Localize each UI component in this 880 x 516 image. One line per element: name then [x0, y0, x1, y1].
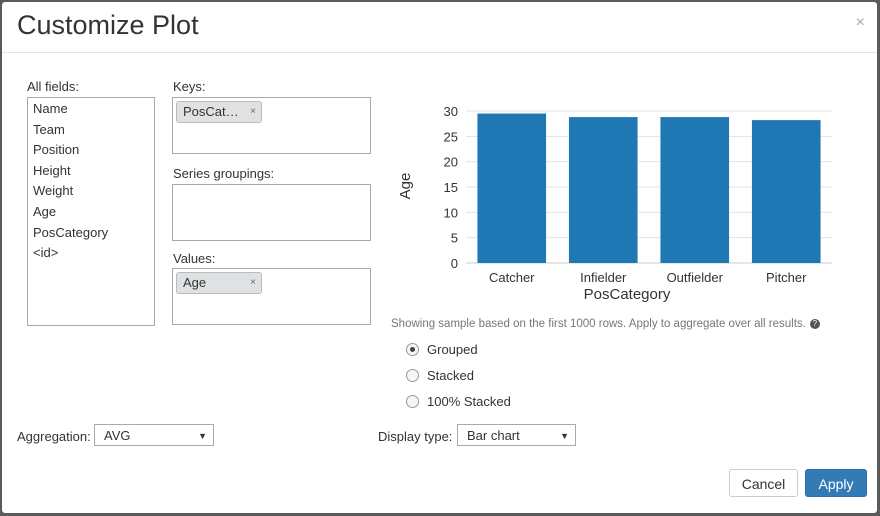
all-fields-list[interactable]: Name Team Position Height Weight Age Pos…	[27, 97, 155, 326]
dialog-title: Customize Plot	[17, 10, 199, 40]
y-tick-label: 30	[444, 104, 458, 119]
sample-note: Showing sample based on the first 1000 r…	[391, 318, 820, 330]
aggregation-select[interactable]: AVG ▼	[94, 424, 214, 446]
field-item-position[interactable]: Position	[33, 142, 80, 158]
aggregation-value: AVG	[104, 428, 131, 443]
help-icon[interactable]: ?	[809, 318, 820, 329]
display-type-value: Bar chart	[467, 428, 520, 443]
y-tick-label: 0	[451, 256, 458, 271]
dropdown-arrow-icon: ▼	[198, 431, 207, 441]
remove-icon[interactable]: ×	[250, 277, 256, 288]
radio-100-stacked[interactable]: 100% Stacked	[406, 394, 511, 409]
display-type-select[interactable]: Bar chart ▼	[457, 424, 576, 446]
field-item-id[interactable]: <id>	[33, 245, 59, 261]
field-item-age[interactable]: Age	[33, 203, 57, 219]
display-type-label: Display type:	[378, 429, 453, 444]
radio-label-100-stacked: 100% Stacked	[427, 394, 511, 409]
bar-outfielder[interactable]	[660, 117, 730, 263]
x-tick-label: Catcher	[489, 270, 535, 285]
bar-pitcher[interactable]	[751, 120, 821, 264]
apply-button[interactable]: Apply	[805, 469, 867, 497]
x-tick-label: Infielder	[580, 270, 627, 285]
field-item-weight[interactable]: Weight	[33, 183, 74, 199]
sample-note-text: Showing sample based on the first 1000 r…	[391, 318, 806, 330]
keys-dropzone[interactable]: PosCat… ×	[172, 97, 371, 154]
chart-bars	[477, 113, 821, 264]
y-axis-label: Age	[397, 173, 414, 200]
keys-label: Keys:	[173, 79, 206, 94]
bar-catcher[interactable]	[477, 113, 547, 264]
key-pill[interactable]: PosCat… ×	[176, 101, 262, 123]
radio-label-grouped: Grouped	[427, 342, 478, 357]
field-item-team[interactable]: Team	[33, 121, 65, 137]
value-pill-label: Age	[183, 275, 207, 290]
radio-stacked[interactable]: Stacked	[406, 368, 474, 383]
y-tick-label: 20	[444, 155, 458, 170]
radio-label-stacked: Stacked	[427, 368, 474, 383]
chart-x-ticks: Catcher Infielder Outfielder Pitcher	[489, 270, 807, 285]
y-tick-label: 10	[444, 205, 458, 220]
aggregation-label: Aggregation:	[17, 429, 91, 444]
x-tick-label: Outfielder	[667, 270, 724, 285]
y-tick-label: 15	[444, 180, 458, 195]
dropdown-arrow-icon: ▼	[560, 431, 569, 441]
remove-icon[interactable]: ×	[250, 106, 256, 117]
value-pill[interactable]: Age ×	[176, 272, 262, 294]
radio-button-grouped[interactable]	[406, 343, 419, 356]
series-groupings-label: Series groupings:	[173, 166, 275, 181]
radio-button-stacked[interactable]	[406, 369, 419, 382]
all-fields-label: All fields:	[27, 79, 80, 94]
series-groupings-dropzone[interactable]	[172, 184, 371, 241]
y-tick-label: 25	[444, 129, 458, 144]
key-pill-label: PosCat…	[183, 104, 239, 119]
x-tick-label: Pitcher	[766, 270, 807, 285]
close-icon[interactable]: ×	[855, 14, 865, 31]
radio-grouped[interactable]: Grouped	[406, 342, 478, 357]
radio-button-100-stacked[interactable]	[406, 395, 419, 408]
cancel-button[interactable]: Cancel	[729, 469, 798, 497]
field-item-height[interactable]: Height	[33, 162, 71, 178]
field-item-poscategory[interactable]: PosCategory	[33, 224, 109, 240]
y-tick-label: 5	[451, 231, 458, 246]
values-dropzone[interactable]: Age ×	[172, 268, 371, 325]
field-item-name[interactable]: Name	[33, 101, 68, 116]
x-axis-label: PosCategory	[584, 286, 671, 303]
bar-infielder[interactable]	[568, 117, 638, 263]
chart-y-ticks: 0 5 10 15 20 25 30	[444, 104, 458, 271]
header-divider	[2, 52, 877, 53]
values-label: Values:	[173, 251, 216, 266]
